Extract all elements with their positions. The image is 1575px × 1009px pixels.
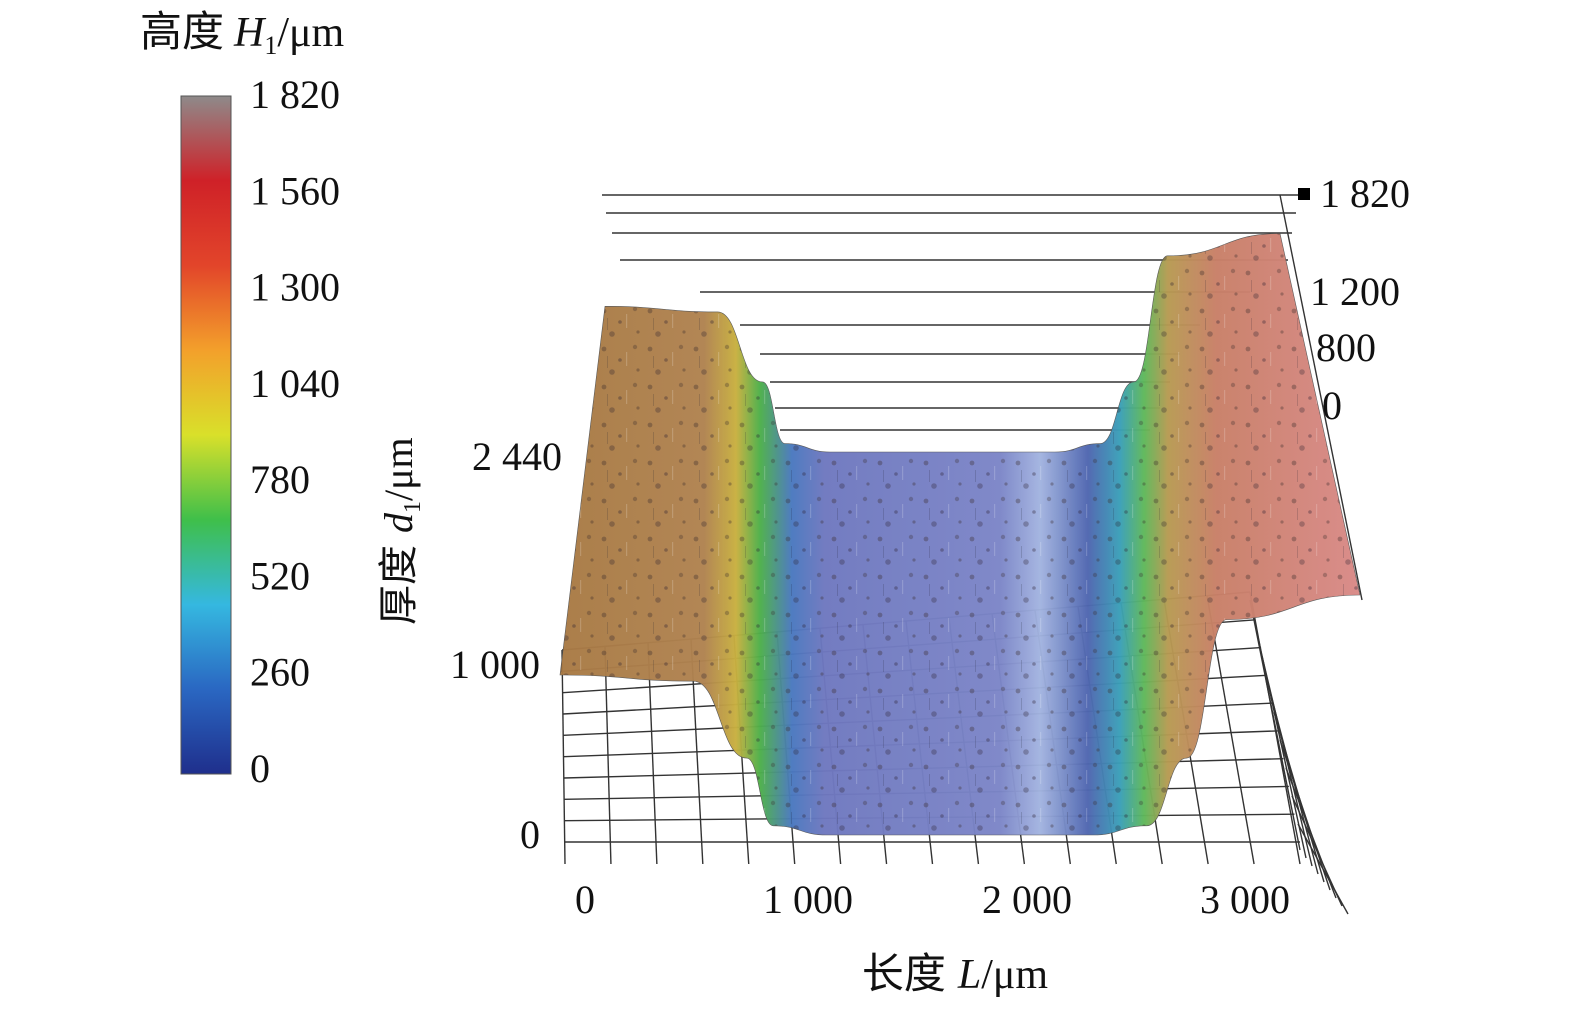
- colorbar-ticks: 1 820 1 560 1 300 1 040 780 520 260 0: [250, 72, 340, 791]
- y-tick-label: 0: [520, 812, 540, 857]
- colorbar-tick-label: 520: [250, 553, 310, 598]
- surface-texture: [560, 233, 1360, 835]
- colorbar-strip: [180, 95, 232, 775]
- x-tick-label: 2 000: [982, 877, 1072, 922]
- colorbar: 高度 H1/μm 1 820 1 560 1 300 1 040 780 520 260 0: [140, 10, 345, 791]
- x-tick-label: 0: [575, 877, 595, 922]
- y-tick-label: 2 440: [472, 434, 562, 479]
- colorbar-tick-label: 260: [250, 650, 310, 695]
- x-axis-title: 长度 L/μm: [862, 952, 1049, 998]
- colorbar-tick-label: 1 560: [250, 168, 340, 213]
- surface-plot: [559, 233, 1361, 836]
- colorbar-tick-label: 0: [250, 746, 270, 791]
- z-tick-label: 1 200: [1310, 269, 1400, 314]
- back-wall-grid: [602, 194, 1300, 431]
- z-tick-label: 0: [1322, 383, 1342, 428]
- colorbar-tick-label: 1 820: [250, 72, 340, 117]
- colorbar-tick-label: 1 300: [250, 265, 340, 310]
- x-axis-ticks: 0 1 000 2 000 3 000: [575, 877, 1290, 922]
- x-tick-label: 1 000: [763, 877, 853, 922]
- colorbar-tick-label: 780: [250, 457, 310, 502]
- z-axis-ticks: 1 820 1 200 800 0: [1310, 171, 1410, 428]
- y-axis-title: 厚度d1/μm: [376, 437, 426, 625]
- colorbar-title: 高度 H1/μm: [140, 10, 345, 60]
- x-tick-label: 3 000: [1200, 877, 1290, 922]
- y-tick-label: 1 000: [450, 642, 540, 687]
- colorbar-tick-label: 1 040: [250, 361, 340, 406]
- z-tick-label: 1 820: [1320, 171, 1410, 216]
- y-axis-ticks: 0 1 000 2 440: [450, 434, 562, 857]
- z-axis-marker: [1298, 188, 1310, 200]
- z-axis-line: [1279, 194, 1363, 601]
- z-tick-label: 800: [1316, 325, 1376, 370]
